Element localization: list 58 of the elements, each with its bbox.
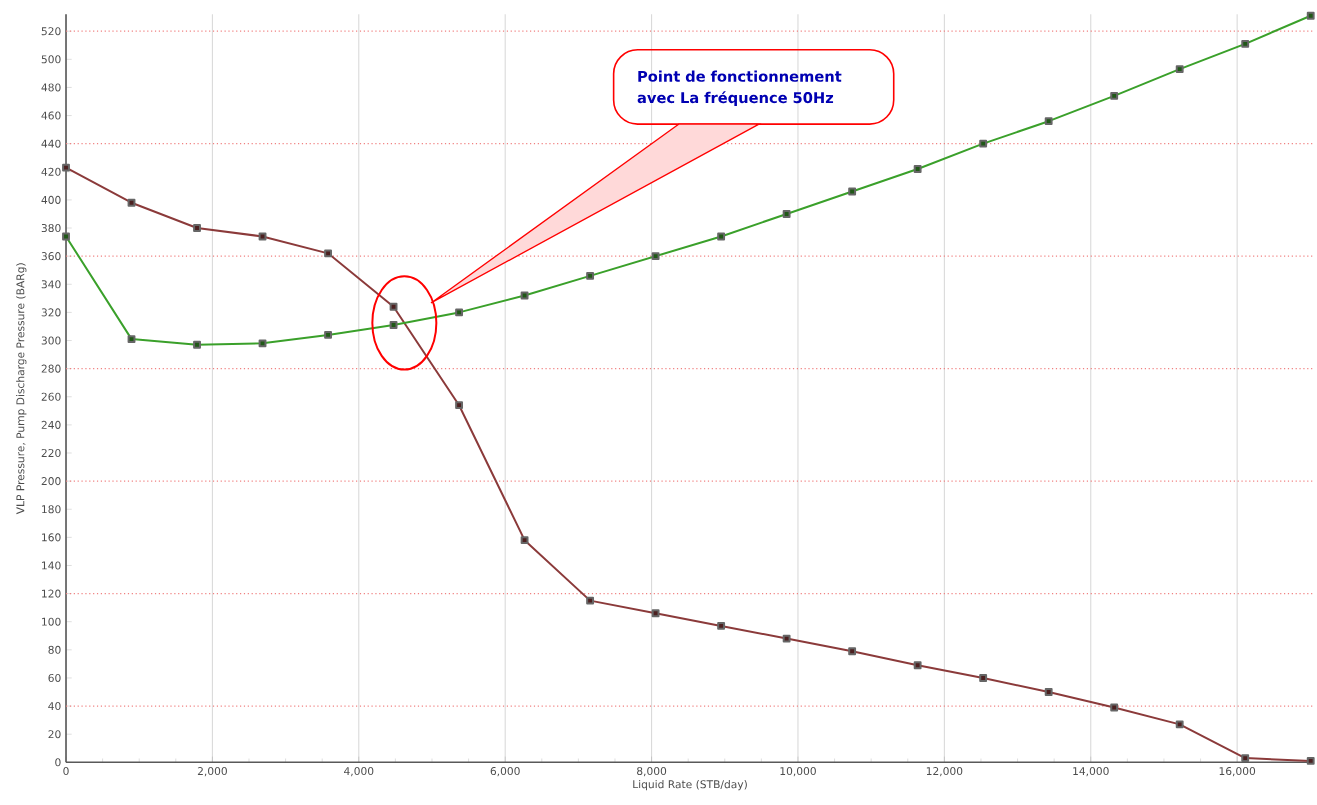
point — [520, 536, 529, 545]
point — [1241, 754, 1250, 763]
y-tick-label: 60 — [48, 673, 61, 682]
y-tick-label: 300 — [41, 336, 61, 345]
point — [717, 622, 726, 630]
y-tick-label: 80 — [48, 645, 61, 654]
y-tick-label: 180 — [42, 505, 61, 514]
y-tick-label: 20 — [48, 730, 61, 739]
point — [586, 596, 595, 605]
y-tick-label: 280 — [41, 364, 61, 373]
point — [193, 224, 201, 232]
x-tick-label: 14,000 — [1073, 767, 1109, 777]
y-tick-label: 440 — [41, 139, 61, 148]
point — [782, 634, 791, 643]
point — [979, 674, 988, 682]
y-tick-label: 460 — [41, 111, 61, 120]
point — [1175, 720, 1184, 729]
x-axis-title: Liquid Rate (STB/day) — [633, 780, 747, 791]
y-tick-label: 240 — [41, 420, 61, 429]
y-tick-label: 40 — [48, 702, 61, 711]
x-tick-label: 0 — [63, 767, 69, 776]
point — [913, 661, 922, 670]
y-tick-label: 520 — [41, 27, 61, 36]
y-tick-label: 260 — [41, 392, 61, 401]
y-tick-label: 220 — [41, 448, 61, 458]
point — [848, 647, 857, 656]
y-tick-label: 100 — [42, 617, 61, 626]
y-tick-label: 120 — [42, 589, 61, 598]
x-tick-label: 16,000 — [1219, 767, 1256, 777]
point — [127, 198, 136, 207]
y-tick-label: 400 — [41, 195, 61, 204]
y-tick-label: 320 — [41, 308, 61, 317]
x-tick-label: 4,000 — [344, 767, 374, 777]
point — [324, 249, 332, 258]
point — [1110, 703, 1119, 712]
point — [651, 609, 660, 618]
point — [455, 401, 463, 410]
x-tick-label: 8,000 — [637, 767, 667, 777]
point — [389, 302, 398, 311]
x-tick-label: 10,000 — [780, 767, 816, 777]
point — [1044, 688, 1053, 696]
y-tick-label: 380 — [41, 223, 61, 233]
point — [62, 163, 70, 172]
y-tick-label: 140 — [42, 561, 61, 570]
y-tick-label: 160 — [42, 533, 61, 542]
x-tick-label: 2,000 — [197, 767, 227, 777]
y-axis-title: VLP Pressure, Pump Discharge Pressure (BARg) — [16, 263, 27, 515]
x-tick-label: 6,000 — [490, 767, 520, 777]
y-tick-label: 360 — [41, 252, 61, 261]
x-tick-label: 12,000 — [926, 767, 963, 777]
point — [1306, 756, 1315, 765]
y-tick-label: 420 — [41, 167, 61, 176]
y-tick-label: 200 — [41, 477, 61, 486]
y-tick-label: 0 — [55, 758, 61, 767]
y-tick-label: 340 — [41, 280, 61, 289]
y-tick-label: 500 — [41, 55, 61, 64]
y-tick-label: 480 — [41, 83, 61, 92]
annotation: Point de fonctionnement avec La fréquence 50Hz — [637, 70, 842, 107]
